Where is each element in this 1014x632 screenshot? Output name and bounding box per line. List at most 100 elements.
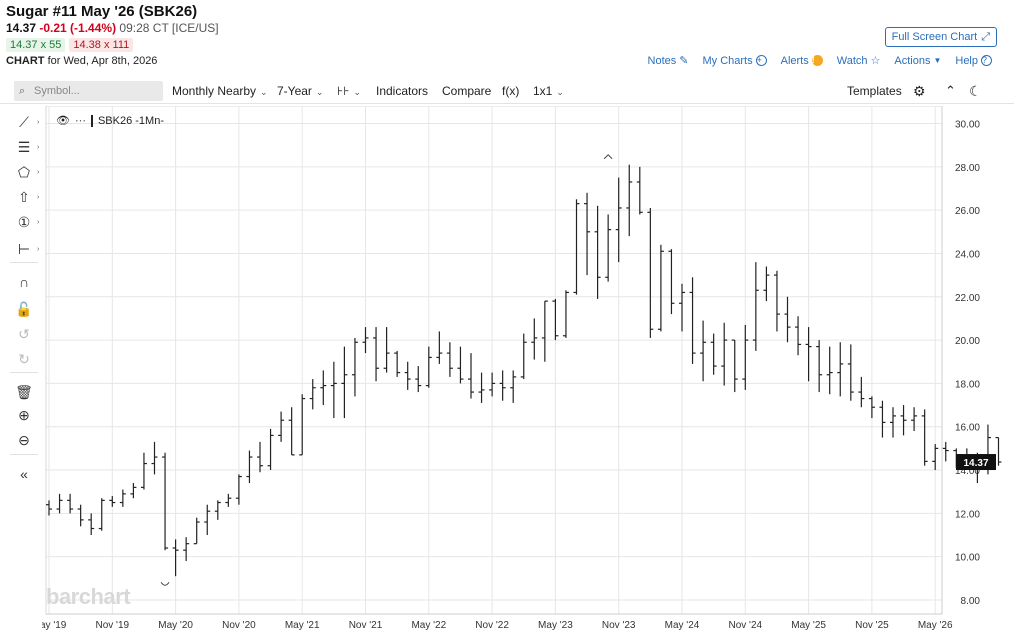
zoom-out-icon[interactable]: ⊖ (18, 432, 30, 448)
range-label: 7-Year (277, 84, 312, 98)
label-tool-icon[interactable]: ① › (12, 212, 40, 232)
expand-arrow-icon[interactable]: › (37, 144, 40, 151)
y-tick-label: 26.00 (955, 206, 980, 217)
y-tick-label: 22.00 (955, 293, 980, 304)
symbol-search-input[interactable]: ⌕ Symbol... (14, 81, 163, 101)
function-button[interactable]: f(x) (502, 84, 520, 98)
expand-arrow-icon[interactable]: › (37, 219, 40, 226)
y-tick-label: 18.00 (955, 379, 980, 390)
my-charts-link[interactable]: My Charts + (702, 54, 767, 67)
expand-arrow-icon[interactable]: › (37, 194, 40, 201)
redo-icon[interactable]: ↻ (18, 351, 30, 367)
full-screen-label: Full Screen Chart (891, 31, 978, 43)
dark-mode-icon[interactable]: ☾ (969, 83, 982, 99)
x-tick-label: Nov '23 (602, 620, 636, 631)
bid-ask: 14.37 x 55 14.38 x 111 (6, 38, 219, 52)
last-price: 14.37 (6, 21, 37, 35)
watch-label: Watch (836, 54, 868, 67)
pencil-icon: ✎ (679, 55, 689, 67)
arrow-tool-icon[interactable]: ⇧ › (12, 187, 40, 207)
templates-button[interactable]: Templates (847, 84, 902, 98)
help-icon: ? (981, 55, 992, 66)
layout-label: 1x1 (533, 84, 553, 98)
chevron-down-icon: ⌄ (315, 87, 324, 97)
indicators-button[interactable]: Indicators (376, 84, 429, 98)
barchart-watermark: barchart (46, 584, 131, 609)
line-tool-icon[interactable]: ⟋ › (12, 112, 40, 132)
last-price-label: 14.37 (963, 458, 988, 469)
quote-header: Sugar #11 May '26 (SBK26) 14.37 -0.21 (-… (6, 3, 219, 67)
notes-link[interactable]: Notes ✎ (647, 54, 689, 68)
zoom-in-icon[interactable]: ⊕ (18, 407, 30, 423)
last-price-marker (956, 454, 996, 471)
legend-label: SBK26 -1Mn- (97, 114, 164, 127)
x-tick-label: Nov '25 (855, 620, 889, 631)
price-change: -0.21 (-1.44%) (39, 21, 117, 35)
shape-tool-icon[interactable]: ⬠ › (12, 162, 40, 182)
ohlc-bar-icon: ⊦⊦ (337, 84, 350, 98)
alert-icon: ! (811, 55, 823, 66)
x-tick-label: May '21 (285, 620, 320, 631)
alerts-label: Alerts (780, 54, 809, 67)
layout-dropdown[interactable]: 1x1 ⌄ (533, 82, 564, 101)
actions-label: Actions (894, 54, 931, 67)
x-tick-label: May '19 (42, 620, 67, 631)
watch-link[interactable]: Watch ☆ (836, 54, 881, 68)
y-tick-label: 20.00 (955, 336, 980, 347)
collapse-icon[interactable]: « (20, 466, 28, 482)
instrument-title: Sugar #11 May '26 (SBK26) (6, 3, 198, 20)
chevron-down-icon: ⌄ (556, 87, 564, 97)
chart-legend: 👁 ⋯ SBK26 -1Mn- (56, 114, 164, 127)
y-tick-label: 16.00 (955, 423, 980, 434)
chart-svg[interactable]: 8.00 10.00 12.00 14.00 16.00 18.00 20.00 22.00 2… (32, 105, 1014, 632)
chart-toolbar: ⌕ Symbol... Monthly Nearby ⌄ 7-Year ⌄ ⊦⊦ ⌄ … (0, 78, 1014, 104)
collapse-up-icon[interactable]: ⌃ (945, 83, 956, 98)
x-tick-label: Nov '19 (96, 620, 130, 631)
alerts-link[interactable]: Alerts! (781, 55, 823, 67)
measure-tool-icon[interactable]: ⊢ › (12, 239, 40, 259)
lock-icon[interactable]: 🔓 (15, 301, 33, 317)
full-screen-chart-button[interactable]: Full Screen Chart ⤢ (884, 27, 997, 47)
x-tick-label: May '24 (665, 620, 700, 631)
x-tick-label: Nov '22 (475, 620, 509, 631)
x-tick-label: Nov '21 (349, 620, 383, 631)
x-tick-label: Nov '20 (222, 620, 256, 631)
y-tick-label: 8.00 (961, 596, 981, 607)
help-link[interactable]: Help? (955, 55, 992, 67)
symbol-placeholder: Symbol... (34, 85, 80, 97)
settings-gear-icon[interactable]: ⚙ (913, 83, 926, 99)
quote-line: 14.37 -0.21 (-1.44%) 09:28 CT [ICE/US] (6, 21, 219, 36)
expand-arrow-icon[interactable]: › (37, 246, 40, 253)
x-tick-label: May '25 (791, 620, 826, 631)
range-dropdown[interactable]: 7-Year ⌄ (277, 82, 323, 101)
magnet-icon[interactable]: ∩ (18, 274, 30, 290)
chevron-down-icon: ⌄ (353, 87, 362, 97)
high-marker (603, 154, 613, 160)
tool-divider (10, 262, 38, 263)
period-label: Monthly Nearby (172, 84, 257, 98)
my-charts-label: My Charts (702, 54, 753, 67)
tool-divider (10, 372, 38, 373)
notes-label: Notes (647, 54, 677, 67)
chart-date: for Wed, Apr 8th, 2026 (47, 55, 158, 67)
y-tick-label: 28.00 (955, 163, 980, 174)
x-tick-label: May '26 (918, 620, 953, 631)
actions-menu[interactable]: Actions ▼ (894, 55, 941, 67)
fibonacci-tool-icon[interactable]: ☰ › (12, 137, 40, 157)
period-dropdown[interactable]: Monthly Nearby ⌄ (172, 82, 268, 101)
eye-icon[interactable]: 👁 (56, 115, 70, 127)
x-tick-label: Nov '24 (729, 620, 763, 631)
bar-type-dropdown[interactable]: ⊦⊦ ⌄ (337, 82, 361, 101)
star-icon: ☆ (870, 55, 881, 67)
expand-arrow-icon[interactable]: › (37, 169, 40, 176)
x-tick-label: May '20 (158, 620, 193, 631)
expand-arrow-icon[interactable]: › (37, 119, 40, 126)
bid-badge: 14.37 x 55 (6, 38, 66, 52)
price-chart[interactable]: 8.00 10.00 12.00 14.00 16.00 18.00 20.00 22.00 2… (32, 105, 1014, 632)
trash-icon[interactable]: 🗑 (15, 384, 33, 400)
compare-button[interactable]: Compare (442, 84, 492, 98)
ask-badge: 14.38 x 111 (69, 38, 134, 52)
undo-icon[interactable]: ↺ (18, 326, 30, 342)
more-icon[interactable]: ⋯ (74, 115, 86, 127)
search-icon: ⌕ (19, 85, 26, 97)
